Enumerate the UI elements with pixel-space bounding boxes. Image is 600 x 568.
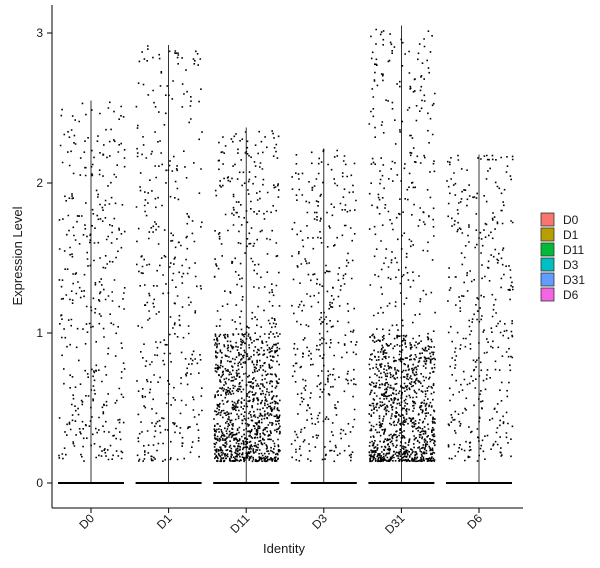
violin-D31 (368, 25, 435, 484)
point-cloud-D1 (135, 45, 203, 462)
points-D6 (446, 154, 514, 462)
violin-D1 (135, 45, 202, 484)
legend-label: D3 (563, 258, 579, 272)
points-D1 (135, 45, 203, 462)
legend-item-D31: D31 (540, 272, 585, 287)
legend-swatch (540, 272, 555, 287)
point-cloud-D11 (213, 130, 281, 463)
violin-D3 (290, 148, 357, 484)
legend-item-D0: D0 (540, 212, 579, 227)
x-axis-ticks: D0 D1 D11 D3 D31 D6 (76, 508, 485, 537)
y-axis-title: Expression Level (10, 206, 25, 305)
violin-D6 (446, 154, 512, 484)
legend-label: D6 (563, 288, 579, 302)
legend-label: D31 (563, 273, 585, 287)
points-D11 (213, 130, 281, 463)
x-tick-label-D6: D6 (464, 511, 485, 532)
legend-item-D3: D3 (540, 257, 579, 272)
x-tick-label-D31: D31 (382, 511, 408, 537)
x-tick-label-D3: D3 (309, 511, 330, 532)
plot-area (58, 25, 514, 484)
point-cloud-D31 (368, 28, 436, 463)
legend-swatch (540, 212, 555, 227)
points-D3 (290, 149, 358, 463)
legend-swatch (540, 287, 555, 302)
x-tick-label-D0: D0 (76, 511, 97, 532)
x-axis-title: Identity (263, 541, 305, 556)
legend-label: D11 (563, 243, 584, 257)
violin-layer (58, 25, 512, 484)
jitter-points (58, 28, 514, 463)
legend-label: D1 (563, 228, 579, 242)
point-cloud-D3 (290, 149, 358, 463)
x-tick-label-D11: D11 (227, 511, 252, 536)
points-D31 (368, 28, 436, 463)
violin-D11 (213, 127, 280, 484)
point-cloud-D6 (446, 154, 514, 462)
y-tick-label: 1 (36, 326, 43, 340)
legend-label: D0 (563, 213, 579, 227)
legend-swatch (540, 227, 555, 242)
x-tick-label-D1: D1 (154, 511, 175, 532)
legend-swatch (540, 242, 555, 257)
points-D0 (58, 101, 126, 462)
y-tick-label: 3 (36, 26, 43, 40)
legend-item-D11: D11 (540, 242, 584, 257)
point-cloud-D0 (58, 101, 126, 462)
legend-item-D1: D1 (540, 227, 579, 242)
y-tick-label: 2 (36, 176, 43, 190)
violin-D0 (58, 100, 124, 484)
y-tick-label: 0 (36, 476, 43, 490)
legend-swatch (540, 257, 555, 272)
y-axis-ticks: 0 1 2 3 (36, 26, 52, 490)
legend-item-D6: D6 (540, 287, 579, 302)
